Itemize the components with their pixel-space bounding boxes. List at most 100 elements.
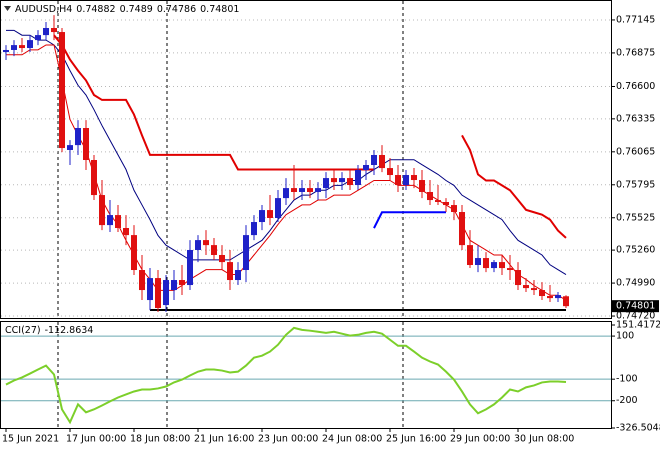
candle-body bbox=[19, 45, 25, 49]
candle-body bbox=[419, 180, 425, 192]
candle-body bbox=[243, 235, 249, 271]
candle-body bbox=[435, 200, 441, 203]
candle-body bbox=[75, 128, 81, 146]
candle-body bbox=[99, 195, 105, 226]
y-tick-label: 0.74720 bbox=[616, 311, 655, 322]
candle-body bbox=[515, 270, 521, 286]
x-tick-label: 17 Jun 00:00 bbox=[66, 434, 126, 445]
y-tick-label: -326.5048 bbox=[616, 423, 660, 434]
candle-body bbox=[123, 228, 129, 236]
candle-body bbox=[275, 198, 281, 218]
candle-body bbox=[235, 270, 241, 281]
candle-body bbox=[155, 278, 161, 308]
x-tick-label: 30 Jun 08:00 bbox=[514, 434, 574, 445]
candle-body bbox=[355, 170, 361, 186]
indicator-header: CCI(27) -112.8634 bbox=[5, 325, 93, 336]
candle-body bbox=[91, 160, 97, 196]
candle-body bbox=[315, 188, 321, 192]
y-tick-label: -100 bbox=[616, 374, 638, 385]
plot-layer bbox=[1, 15, 615, 429]
candle-body bbox=[331, 178, 337, 183]
candle-body bbox=[83, 128, 89, 160]
candle-body bbox=[547, 296, 553, 299]
candle-body bbox=[451, 205, 457, 213]
candle-body bbox=[443, 202, 449, 206]
cci-pane-frame bbox=[0, 321, 612, 429]
x-tick-label: 21 Jun 16:00 bbox=[194, 434, 254, 445]
candle-body bbox=[27, 40, 33, 49]
candle-body bbox=[323, 178, 329, 189]
indicator-title: CCI(27) bbox=[5, 325, 41, 336]
candle-body bbox=[259, 210, 265, 223]
last-close: 0.74801 bbox=[200, 4, 239, 15]
candle-body bbox=[187, 249, 193, 286]
candle-body bbox=[491, 262, 497, 269]
indicator-line bbox=[5, 326, 567, 425]
chart-header: AUDUSD,H4 0.74882 0.7489 0.74786 0.74801 bbox=[15, 4, 239, 15]
indicator-line bbox=[373, 211, 446, 229]
price-marker bbox=[612, 300, 659, 313]
candle-body bbox=[379, 154, 385, 169]
candle-body bbox=[339, 178, 345, 183]
candle-body bbox=[411, 175, 417, 181]
candle-body bbox=[139, 270, 145, 291]
candle-body bbox=[211, 245, 217, 255]
y-tick-label: 0.75260 bbox=[616, 245, 655, 256]
y-tick-label: 0.76335 bbox=[616, 113, 655, 124]
x-tick-label: 29 Jun 00:00 bbox=[450, 434, 510, 445]
candle-body bbox=[307, 188, 313, 192]
candle-body bbox=[499, 262, 505, 269]
y-tick-label: 151.4172 bbox=[616, 320, 660, 331]
indicator-value: -112.8634 bbox=[45, 325, 94, 336]
x-tick-label: 23 Jun 00:00 bbox=[258, 434, 318, 445]
symbol-icon bbox=[4, 6, 11, 11]
candle-body bbox=[371, 154, 377, 166]
candle-body bbox=[459, 212, 465, 246]
y-tick-label: 0.76600 bbox=[616, 81, 655, 92]
candle-body bbox=[563, 296, 569, 307]
candle-body bbox=[43, 28, 49, 36]
y-tick-label: 0.75795 bbox=[616, 179, 655, 190]
candle-body bbox=[403, 175, 409, 186]
candle-body bbox=[203, 240, 209, 246]
x-tick-label: 18 Jun 08:00 bbox=[130, 434, 190, 445]
symbol-title: AUDUSD,H4 bbox=[15, 4, 72, 15]
candle-body bbox=[555, 295, 561, 299]
indicator-line bbox=[6, 44, 567, 301]
x-tick-label: 25 Jun 16:00 bbox=[386, 434, 446, 445]
candle-body bbox=[299, 188, 305, 192]
candle-body bbox=[131, 235, 137, 271]
indicator-line bbox=[6, 29, 567, 275]
candle-body bbox=[467, 245, 473, 266]
candle-body bbox=[507, 268, 513, 271]
candle-body bbox=[67, 145, 73, 150]
candle-body bbox=[107, 215, 113, 226]
candle-body bbox=[3, 49, 9, 53]
candle-body bbox=[395, 175, 401, 186]
candle-body bbox=[387, 168, 393, 176]
candle-body bbox=[475, 258, 481, 266]
candle-body bbox=[427, 191, 433, 201]
candle-body bbox=[283, 188, 289, 199]
main-pane-frame bbox=[0, 0, 612, 319]
last-high: 0.7489 bbox=[120, 4, 153, 15]
candle-body bbox=[171, 280, 177, 291]
indicator-line bbox=[53, 34, 567, 239]
candle-body bbox=[363, 165, 369, 171]
candle-body bbox=[179, 280, 185, 286]
candle-body bbox=[227, 262, 233, 281]
y-tick-label: 0.77145 bbox=[616, 14, 655, 25]
candle-body bbox=[291, 188, 297, 192]
y-tick-label: 0.74990 bbox=[616, 278, 655, 289]
candle-body bbox=[163, 280, 169, 306]
candle-body bbox=[51, 28, 57, 33]
x-tick-label: 24 Jun 08:00 bbox=[322, 434, 382, 445]
candle-body bbox=[195, 240, 201, 250]
candle-body bbox=[267, 210, 273, 218]
last-low: 0.74786 bbox=[157, 4, 196, 15]
candle-body bbox=[251, 222, 257, 236]
candle-body bbox=[147, 278, 153, 301]
y-tick-label: 0.76875 bbox=[616, 47, 655, 58]
y-tick-label: 100 bbox=[616, 331, 634, 342]
y-tick-label: 0.76065 bbox=[616, 146, 655, 157]
